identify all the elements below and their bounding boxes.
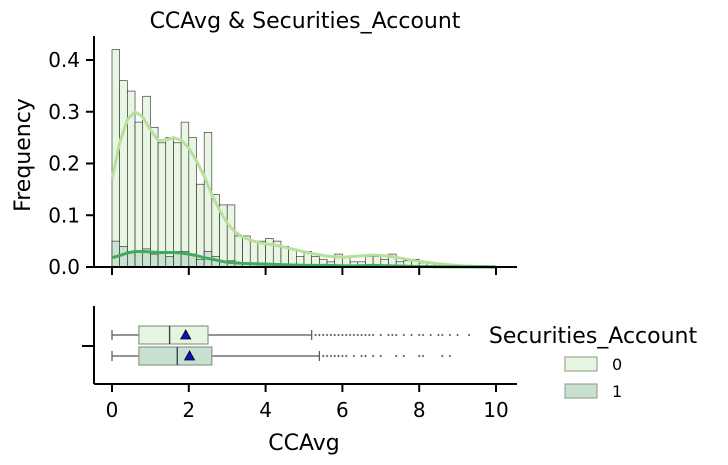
hist-bar <box>157 142 167 268</box>
outlier-point <box>348 333 352 337</box>
outlier-point <box>394 333 398 337</box>
outlier-point <box>325 354 329 358</box>
outlier-point <box>437 333 440 337</box>
chart-title: CCAvg & Securities_Account <box>150 9 461 34</box>
outlier-point <box>318 333 321 337</box>
box <box>138 346 213 366</box>
histogram-bars <box>111 49 497 268</box>
outlier-point <box>352 333 356 337</box>
legend: Securities_Account 0 1 <box>489 324 698 401</box>
outlier-point <box>421 354 425 358</box>
outlier-point <box>364 354 367 358</box>
hist-bar <box>196 258 205 268</box>
y-tick-label: 0.3 <box>48 100 80 124</box>
y-tick-label: 0.2 <box>48 152 80 176</box>
outlier-point <box>379 354 383 358</box>
outlier-point <box>344 333 348 337</box>
outlier-point <box>402 333 406 337</box>
outlier-point <box>421 333 425 337</box>
legend-swatch <box>564 383 598 399</box>
hist-bar <box>173 142 182 268</box>
hist-bar <box>119 80 128 268</box>
mean-marker <box>180 329 192 340</box>
hist-bar <box>226 204 236 268</box>
outlier-point <box>314 333 317 337</box>
x-tick-label: 2 <box>182 398 195 422</box>
y-tick-label: 0.0 <box>48 255 80 279</box>
outlier-point <box>341 354 344 358</box>
outlier-point <box>371 333 375 337</box>
outlier-point <box>333 333 337 337</box>
outlier-point <box>333 354 337 358</box>
outlier-point <box>364 333 367 337</box>
x-tick-label: 10 <box>483 398 508 422</box>
boxplots <box>111 325 498 366</box>
x-tick-label: 6 <box>336 398 349 422</box>
hist-bar <box>150 253 159 268</box>
outlier-point <box>321 333 325 337</box>
kde-lines <box>110 109 497 269</box>
hist-bar <box>150 126 159 268</box>
outlier-point <box>341 333 344 337</box>
outlier-point <box>321 354 325 358</box>
outlier-point <box>448 354 452 358</box>
legend-label: 1 <box>612 382 622 401</box>
outlier-point <box>371 354 375 358</box>
outlier-point <box>387 333 390 337</box>
outlier-point <box>402 354 406 358</box>
x-axis-label: CCAvg <box>268 431 339 456</box>
box <box>138 325 209 345</box>
hist-bar <box>134 121 144 268</box>
kde-line <box>110 109 497 269</box>
outlier-point <box>456 333 459 337</box>
hist-bar <box>111 240 120 268</box>
outlier-point <box>329 354 333 358</box>
legend-swatch <box>564 356 598 372</box>
legend-label: 0 <box>612 355 622 374</box>
outlier-point <box>440 333 444 337</box>
outlier-point <box>494 333 498 337</box>
y-axis-label: Frequency <box>11 98 36 212</box>
x-tick-label: 8 <box>413 398 426 422</box>
outlier-point <box>367 333 371 337</box>
hist-bar <box>165 137 174 268</box>
outlier-point <box>417 354 421 358</box>
outlier-point <box>352 354 356 358</box>
outlier-point <box>417 333 421 337</box>
outlier-point <box>391 333 394 337</box>
outlier-point <box>410 333 413 337</box>
boxplot-axes: 0 2 4 6 8 10 <box>82 306 517 422</box>
x-tick-label: 0 <box>106 398 119 422</box>
outlier-point <box>379 333 383 337</box>
outlier-point <box>429 333 433 337</box>
histogram-axes: 0.0 0.1 0.2 0.3 0.4 <box>48 36 517 279</box>
outlier-point <box>344 354 348 358</box>
legend-title: Securities_Account <box>489 324 698 349</box>
hist-bar <box>203 132 213 268</box>
outlier-point <box>360 333 363 337</box>
y-tick-label: 0.1 <box>48 203 80 227</box>
outlier-point <box>448 333 452 337</box>
outlier-point <box>356 333 360 337</box>
outlier-point <box>329 333 333 337</box>
kde-line <box>111 250 497 269</box>
hist-bar <box>134 251 144 268</box>
outlier-point <box>337 354 340 358</box>
x-tick-label: 4 <box>259 398 272 422</box>
outlier-point <box>337 333 340 337</box>
mean-marker <box>183 350 196 361</box>
outlier-point <box>440 354 444 358</box>
hist-bar <box>165 256 174 268</box>
outlier-point <box>325 333 329 337</box>
y-tick-label: 0.4 <box>48 48 80 72</box>
outlier-point <box>360 354 363 358</box>
outlier-point <box>394 354 398 358</box>
outlier-point <box>467 333 471 337</box>
